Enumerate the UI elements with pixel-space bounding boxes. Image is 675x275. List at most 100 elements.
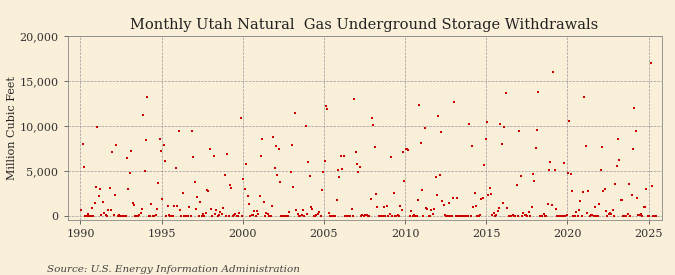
Point [96,213,107,217]
Point [497,201,508,205]
Point [273,147,284,152]
Point [182,214,192,219]
Point [209,154,219,158]
Point [89,201,100,205]
Point [169,204,180,208]
Point [408,213,419,217]
Title: Monthly Utah Natural  Gas Underground Storage Withdrawals: Monthly Utah Natural Gas Underground Sto… [130,18,599,32]
Point [422,207,433,212]
Point [140,138,151,142]
Point [515,174,526,178]
Point [487,213,497,217]
Point [354,165,365,169]
Point [264,214,275,219]
Point [134,213,144,218]
Point [477,196,488,200]
Point [146,202,157,207]
Point [591,214,602,219]
Point [608,207,618,212]
Point [602,214,613,219]
Point [516,214,527,219]
Point [344,214,354,219]
Point [472,214,483,219]
Point [527,171,538,176]
Point [323,211,334,216]
Point [99,211,109,215]
Point [381,204,392,208]
Point [260,214,271,219]
Point [398,150,408,155]
Point [248,213,259,218]
Point [545,159,556,164]
Point [319,159,330,163]
Point [375,214,385,219]
Point [461,214,472,219]
Point [296,213,307,217]
Point [538,212,549,216]
Point [338,154,349,158]
Point [643,214,653,219]
Point [488,211,499,216]
Point [570,214,580,218]
Point [356,214,367,219]
Point [384,212,395,216]
Point [407,214,418,219]
Point [563,171,574,175]
Point [406,208,416,213]
Point [626,192,637,197]
Point [481,120,492,125]
Point [240,187,250,191]
Point [331,198,342,203]
Point [108,213,119,218]
Point [93,193,104,198]
Point [299,214,310,219]
Point [601,209,612,214]
Point [275,180,286,184]
Point [402,147,412,151]
Point [286,170,296,175]
Point [618,214,629,219]
Point [236,116,246,120]
Point [559,161,570,165]
Point [142,95,153,99]
Point [165,214,176,218]
Point [410,214,421,219]
Point [419,126,430,130]
Point [346,207,357,211]
Point [640,205,651,209]
Point [257,137,268,141]
Point [387,214,398,219]
Point [634,213,645,217]
Point [485,192,496,196]
Point [568,214,579,219]
Point [206,207,217,211]
Point [82,212,93,216]
Point [334,175,345,180]
Point [421,206,431,210]
Point [593,214,603,219]
Point [116,214,127,219]
Point [191,207,202,211]
Point [503,213,514,218]
Point [389,214,400,218]
Point [203,189,214,193]
Point [582,211,593,215]
Point [268,135,279,140]
Point [400,146,411,151]
Point [80,214,90,219]
Point [495,122,506,127]
Point [599,187,610,191]
Point [439,213,450,218]
Point [123,186,134,191]
Point [473,214,484,219]
Point [576,214,587,219]
Point [523,210,534,214]
Point [548,70,559,74]
Point [207,214,218,219]
Point [244,202,254,206]
Point [394,214,404,219]
Point [590,205,601,209]
Point [218,205,229,210]
Point [322,106,333,111]
Point [458,214,469,219]
